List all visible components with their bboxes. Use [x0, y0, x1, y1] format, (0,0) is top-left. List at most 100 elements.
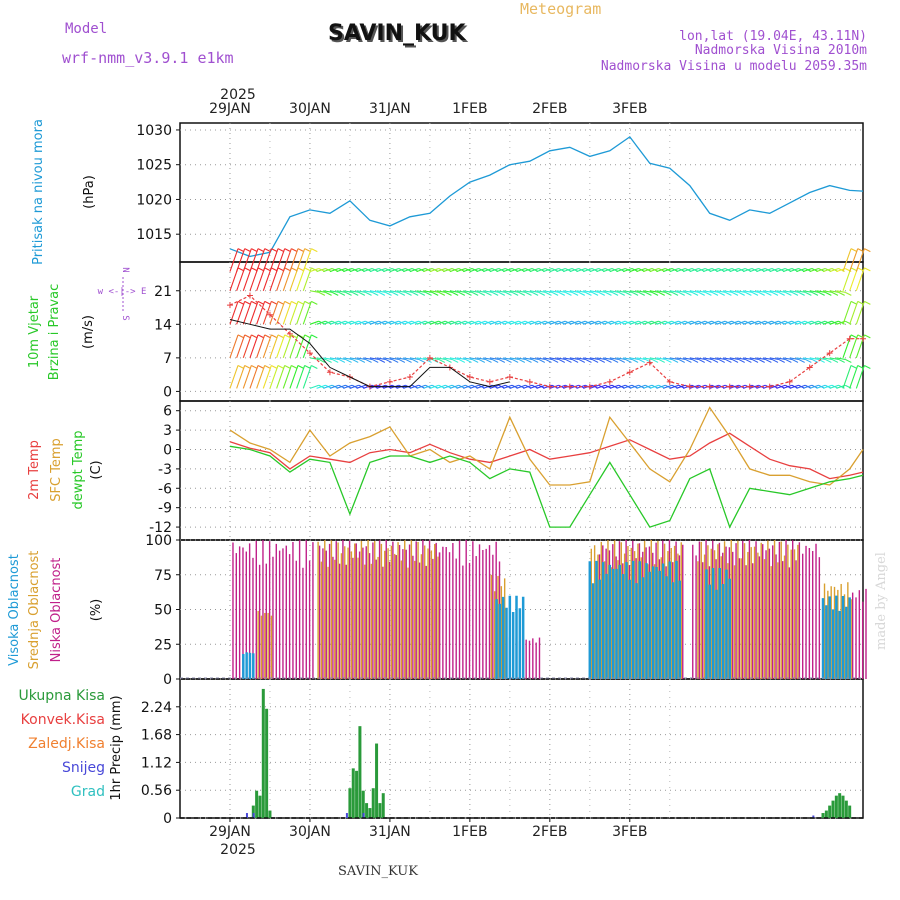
wind-barb-flag — [244, 267, 251, 272]
model-label: Model — [65, 21, 107, 37]
wind-barb — [363, 267, 373, 273]
wind-barb — [656, 384, 666, 389]
wind-barb — [409, 290, 419, 293]
wind-barb — [316, 267, 326, 273]
day-label-top: 1FEB — [452, 101, 487, 117]
wind-barb — [356, 320, 366, 325]
wind-barb — [583, 290, 593, 293]
wind-barb — [256, 248, 266, 272]
wind-barb — [516, 267, 526, 273]
wind-barb — [449, 290, 459, 293]
wind-barb-flag — [311, 248, 318, 253]
wind-barb-flag — [304, 300, 311, 305]
wind-speed-marker — [266, 311, 273, 318]
wind-barb — [456, 267, 466, 273]
wind-barb-flag — [758, 358, 765, 363]
wind-barb-flag — [765, 358, 772, 363]
wind-barb — [523, 290, 533, 293]
wind-barb — [855, 248, 865, 272]
precip-bar-total — [831, 800, 835, 818]
wind-speed-marker — [646, 359, 653, 366]
wind-barb-flag — [558, 291, 566, 296]
precip-bar-snow — [252, 813, 255, 818]
wind-barb — [696, 290, 706, 293]
wind-barb-flag — [391, 358, 399, 363]
wind-barb-flag — [264, 300, 271, 305]
wind-barb-flag — [345, 291, 352, 296]
wind-barb — [656, 267, 666, 273]
wind-barb — [436, 384, 446, 389]
wind-barb — [483, 267, 493, 273]
cloud-tick-label: 0 — [163, 672, 172, 688]
wind-barb — [776, 267, 786, 273]
wind-barb-flag — [678, 358, 685, 363]
wind-barb — [662, 320, 673, 325]
wind-barb — [636, 290, 646, 293]
wind-barb — [669, 267, 679, 273]
wind-ticks: 0 7 14 21 — [154, 284, 863, 400]
precip-bar-total — [371, 788, 375, 818]
wind-barb — [849, 365, 859, 389]
wind-barb — [363, 290, 373, 293]
wind-barb-flag — [498, 358, 506, 363]
wind-barb — [782, 357, 793, 360]
wind-speed-marker — [846, 335, 853, 342]
wind-speed-marker — [706, 383, 713, 390]
wind-barb-flag — [251, 248, 258, 253]
wind-barb — [289, 334, 299, 359]
wind-barb — [503, 290, 513, 293]
wind-barb-flag — [458, 358, 466, 363]
wind-barb — [556, 290, 566, 293]
wind-barb-flag — [811, 358, 819, 363]
wind-barb — [729, 320, 739, 325]
temp-series — [229, 406, 864, 529]
wind-barb — [449, 267, 459, 273]
wind-barb — [742, 320, 753, 325]
wind-barb — [296, 365, 306, 389]
wind-barb — [569, 320, 579, 325]
wind-barb — [509, 357, 519, 360]
wind-barb — [356, 267, 366, 273]
wind-barb-flag — [331, 291, 339, 296]
wind-barb — [336, 357, 346, 360]
wind-barb-flag — [771, 358, 779, 363]
wind-barb — [489, 290, 499, 293]
wind-barb — [356, 384, 366, 389]
wind-barb-flag — [257, 248, 265, 253]
wind-barb — [229, 365, 239, 389]
wind-barb — [269, 248, 279, 272]
day-label-top: 29JAN — [209, 101, 251, 117]
day-label-top: 2FEB — [532, 101, 567, 117]
wind-barb — [709, 357, 719, 360]
wind-barb — [282, 267, 292, 291]
wind-barb — [769, 384, 779, 389]
wind-barb — [789, 320, 799, 325]
wind-barb — [356, 290, 366, 293]
wind-barb-flag — [565, 291, 572, 296]
wind-barb — [396, 320, 406, 325]
wind-barb-flag — [545, 358, 552, 363]
wind-barb — [476, 267, 486, 273]
credit: made by Angel — [874, 552, 889, 650]
wind-barb — [256, 365, 266, 389]
wind-barb — [722, 290, 733, 293]
wind-barb — [749, 290, 759, 293]
wind-barb — [496, 357, 506, 360]
wind-barb — [769, 357, 779, 360]
wind-barb — [596, 267, 606, 273]
day-label-top: 3FEB — [612, 101, 647, 117]
wind-barb — [489, 320, 499, 325]
wind-barb — [782, 320, 793, 325]
wind-barb — [556, 357, 566, 360]
wind-barb — [389, 357, 399, 360]
wind-barb-flag — [465, 358, 472, 363]
wind-barb — [369, 320, 379, 325]
wind-barb-flag — [718, 291, 725, 296]
wind-barb-flag — [465, 291, 472, 296]
wind-barb-flag — [491, 358, 499, 363]
wind-barb — [249, 301, 259, 325]
wind-barb — [629, 357, 639, 360]
wind-barb — [596, 290, 606, 293]
wind-barb — [242, 365, 252, 389]
precip-bar-total — [381, 793, 385, 818]
